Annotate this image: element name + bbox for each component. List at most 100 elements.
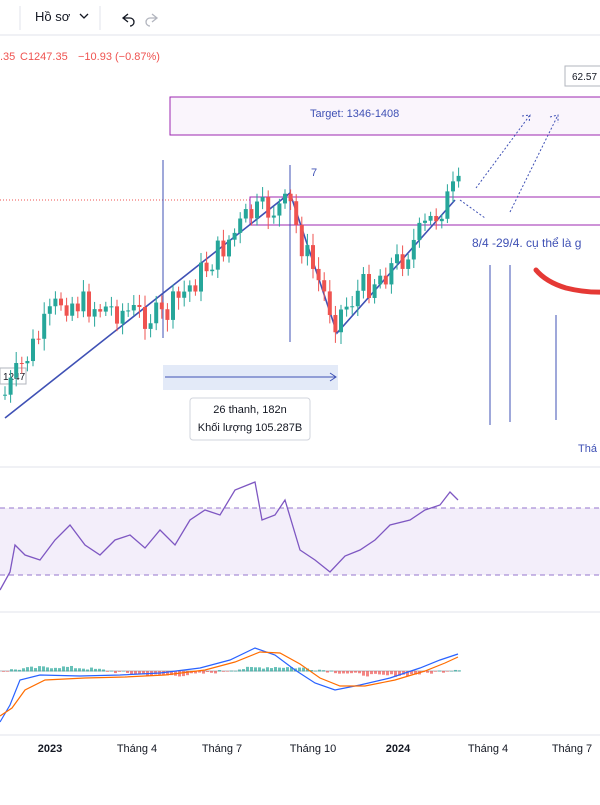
candle-body <box>47 306 52 314</box>
candle-body <box>36 338 41 340</box>
histogram-bar <box>138 671 141 675</box>
candle-body <box>299 224 304 257</box>
undo-button[interactable] <box>121 13 135 27</box>
candle-body <box>126 310 131 312</box>
candle-body <box>283 193 287 204</box>
histogram-bar <box>370 671 373 675</box>
histogram-bar <box>106 671 109 672</box>
histogram-bar <box>34 668 37 672</box>
candle-body <box>266 197 271 218</box>
histogram-bar <box>254 667 257 672</box>
histogram-bar <box>102 669 105 672</box>
candle-body <box>339 309 343 333</box>
histogram-bar <box>250 667 253 672</box>
histogram-bar <box>214 671 217 674</box>
histogram-bar <box>430 671 433 674</box>
histogram-bar <box>386 671 389 676</box>
histogram-bar <box>38 666 41 672</box>
histogram-bar <box>186 671 189 676</box>
histogram-bar <box>62 666 65 672</box>
profile-menu[interactable]: Hồ sơ <box>35 9 71 24</box>
candle-body <box>98 309 103 312</box>
histogram-bar <box>270 668 273 672</box>
redo-button[interactable] <box>145 13 159 27</box>
histogram-bar <box>266 667 269 672</box>
histogram-bar <box>242 669 245 672</box>
candle-body <box>215 240 220 270</box>
histogram-bar <box>86 669 89 672</box>
histogram-bar <box>222 671 225 672</box>
candle-body <box>3 394 7 396</box>
candle-body <box>322 280 327 292</box>
histogram-bar <box>170 671 173 676</box>
candle-body <box>406 259 411 269</box>
month-label: Thá <box>578 443 598 455</box>
histogram-bar <box>58 668 61 672</box>
histogram-bar <box>354 671 357 673</box>
histogram-bar <box>166 671 169 676</box>
candle-body <box>103 306 108 312</box>
dropdown-icon[interactable] <box>79 13 89 19</box>
candle-body <box>249 209 254 219</box>
histogram-bar <box>2 671 5 672</box>
legend-open: .35 <box>0 51 15 63</box>
histogram-bar <box>194 671 197 674</box>
candle-body <box>59 298 63 306</box>
histogram-bar <box>382 671 385 675</box>
histogram-bar <box>390 671 393 675</box>
price-label: 62.57 <box>572 72 597 83</box>
histogram-bar <box>282 667 285 672</box>
histogram-bar <box>406 671 409 677</box>
histogram-bar <box>66 666 69 672</box>
candle-body <box>277 203 282 216</box>
histogram-bar <box>334 671 337 674</box>
histogram-bar <box>442 671 445 673</box>
histogram-bar <box>350 671 353 674</box>
candle-body <box>165 309 170 320</box>
candle-body <box>159 302 164 310</box>
candle-body <box>115 306 119 324</box>
candle-body <box>109 306 114 308</box>
histogram-bar <box>290 667 293 672</box>
candle-body <box>187 285 192 292</box>
time-axis-label: Tháng 10 <box>290 743 336 755</box>
legend-change: −10.93 (−0.87%) <box>78 51 160 63</box>
rsi-line <box>0 481 459 591</box>
histogram-bar <box>346 671 349 674</box>
wave-label: 7 <box>311 167 317 179</box>
range-arrow-head <box>329 372 337 382</box>
histogram-bar <box>446 671 449 672</box>
histogram-bar <box>114 671 117 674</box>
histogram-bar <box>362 671 365 676</box>
candle-body <box>423 220 427 223</box>
histogram-bar <box>458 670 461 672</box>
candle-body <box>8 377 13 395</box>
candle-body <box>19 363 24 365</box>
target-box <box>169 96 600 136</box>
time-axis-label: Tháng 7 <box>552 743 592 755</box>
histogram-bar <box>82 668 85 672</box>
legend-close: C1247.35 <box>20 51 68 63</box>
histogram-bar <box>14 669 17 672</box>
signal-line <box>0 651 459 717</box>
histogram-bar <box>54 667 57 672</box>
histogram-bar <box>262 668 265 672</box>
macd-line <box>0 647 459 723</box>
candle-body <box>389 263 394 285</box>
histogram-bar <box>394 671 397 677</box>
histogram-bar <box>402 671 405 675</box>
candle-body <box>316 268 321 281</box>
candle-body <box>305 245 310 257</box>
histogram-bar <box>366 671 369 677</box>
candle-body <box>327 291 332 316</box>
histogram-bar <box>94 668 97 672</box>
time-axis-label: Tháng 4 <box>117 743 157 755</box>
histogram-bar <box>210 671 213 673</box>
candle-body <box>378 275 383 285</box>
histogram-bar <box>134 671 137 675</box>
histogram-bar <box>22 668 25 672</box>
candle-body <box>227 239 231 257</box>
candle-body <box>131 304 136 311</box>
histogram-bar <box>274 667 277 672</box>
candle-body <box>383 275 388 285</box>
